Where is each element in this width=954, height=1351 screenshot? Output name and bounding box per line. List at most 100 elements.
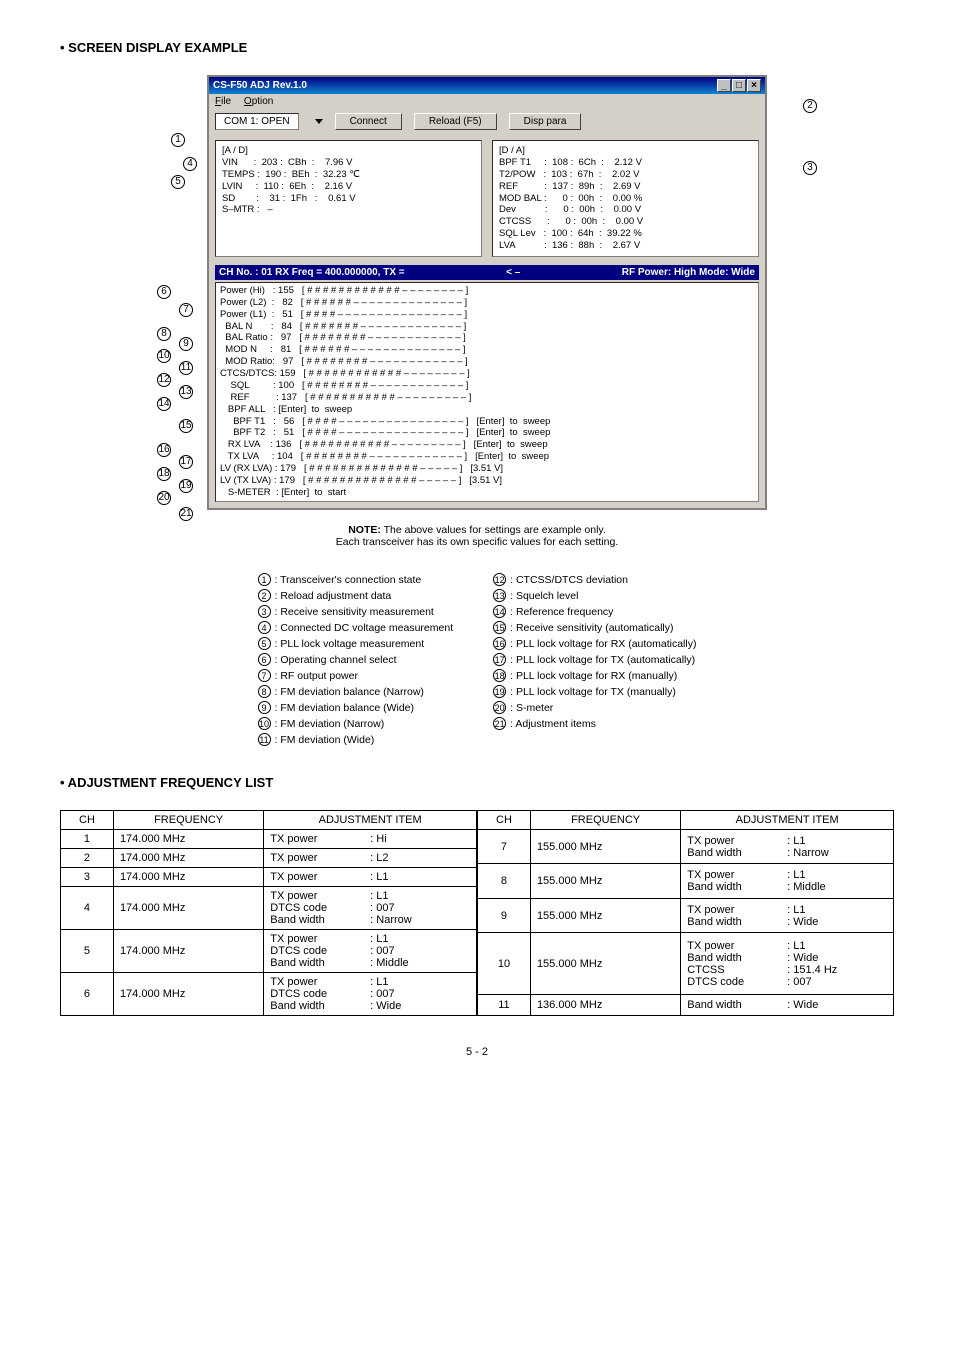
callout-16: 16 [157,443,171,457]
callout-1: 1 [171,133,185,147]
callout-21: 21 [179,507,193,521]
legend-item: 8: FM deviation balance (Narrow) [258,685,454,698]
da-panel: [D / A] BPF T1 : 108 : 6Ch : 2.12 V T2/P… [492,140,759,257]
legend-right: 12: CTCSS/DTCS deviation 13: Squelch leve… [493,570,696,749]
legend-item: 16: PLL lock voltage for RX (automatical… [493,637,696,650]
app-window: CS-F50 ADJ Rev.1.0 _□× File Option COM 1… [207,75,767,510]
legend-item: 4: Connected DC voltage measurement [258,621,454,634]
th-item: ADJUSTMENT ITEM [681,810,894,829]
callout-9: 9 [179,337,193,351]
th-freq: FREQUENCY [113,810,263,829]
table-row: 5174.000 MHzTX power: L1DTCS code: 007Ba… [61,929,477,972]
callout-2: 2 [803,99,817,113]
maximize-icon[interactable]: □ [732,79,746,92]
menu-file[interactable]: File [215,96,231,107]
th-ch: CH [61,810,114,829]
titlebar: CS-F50 ADJ Rev.1.0 _□× [209,77,765,94]
da-panel-body: BPF T1 : 108 : 6Ch : 2.12 V T2/POW : 103… [499,157,643,251]
menu-option[interactable]: Option [244,96,273,107]
table-row: 2174.000 MHzTX power: L2 [61,848,477,867]
table-row: 11136.000 MHzBand width: Wide [478,994,894,1015]
legend-item: 3: Receive sensitivity measurement [258,605,454,618]
legend-item: 1: Transceiver's connection state [258,573,454,586]
note-line1: The above values for settings are exampl… [384,524,606,536]
rf-mode: RF Power: High Mode: Wide [622,267,755,278]
toolbar: COM 1: OPEN Connect Reload (F5) Disp par… [209,109,765,134]
close-icon[interactable]: × [747,79,761,92]
connect-button[interactable]: Connect [335,113,402,130]
heading-adj-freq: • ADJUSTMENT FREQUENCY LIST [60,775,894,790]
legend-item: 13: Squelch level [493,589,696,602]
callout-3: 3 [803,161,817,175]
legend-item: 17: PLL lock voltage for TX (automatical… [493,653,696,666]
channel-status-bar: CH No. : 01 RX Freq = 400.000000, TX = <… [215,265,759,280]
ad-panel-body: VIN : 203 : CBh : 7.96 V TEMPS : 190 : B… [222,157,360,216]
th-item: ADJUSTMENT ITEM [264,810,477,829]
callout-19: 19 [179,479,193,493]
callout-17: 17 [179,455,193,469]
note-block: NOTE: The above values for settings are … [60,524,894,548]
legend-left: 1: Transceiver's connection state 2: Relo… [258,570,454,749]
callout-8: 8 [157,327,171,341]
client-area: [A / D] VIN : 203 : CBh : 7.96 V TEMPS :… [209,134,765,508]
legend-item: 20: S-meter [493,701,696,714]
th-freq: FREQUENCY [530,810,680,829]
table-row: 6174.000 MHzTX power: L1DTCS code: 007Ba… [61,972,477,1015]
legend: 1: Transceiver's connection state 2: Relo… [60,570,894,749]
legend-item: 21: Adjustment items [493,717,696,730]
da-panel-head: [D / A] [499,145,525,156]
minimize-icon[interactable]: _ [717,79,731,92]
legend-item: 7: RF output power [258,669,454,682]
callout-18: 18 [157,467,171,481]
callout-11: 11 [179,361,193,375]
legend-item: 9: FM deviation balance (Wide) [258,701,454,714]
ad-panel: [A / D] VIN : 203 : CBh : 7.96 V TEMPS :… [215,140,482,257]
legend-item: 19: PLL lock voltage for TX (manually) [493,685,696,698]
callout-14: 14 [157,397,171,411]
legend-item: 14: Reference frequency [493,605,696,618]
reload-button[interactable]: Reload (F5) [414,113,497,130]
legend-item: 15: Receive sensitivity (automatically) [493,621,696,634]
table-row: 8155.000 MHzTX power: L1Band width: Midd… [478,864,894,899]
table-row: 4174.000 MHzTX power: L1DTCS code: 007Ba… [61,886,477,929]
ch-info: CH No. : 01 RX Freq = 400.000000, TX = [219,267,405,278]
callout-6: 6 [157,285,171,299]
freq-table-right: CH FREQUENCY ADJUSTMENT ITEM 7155.000 MH… [477,810,894,1016]
table-row: 10155.000 MHzTX power: L1Band width: Wid… [478,933,894,994]
legend-item: 11: FM deviation (Wide) [258,733,454,746]
legend-item: 5: PLL lock voltage measurement [258,637,454,650]
table-row: 7155.000 MHzTX power: L1Band width: Narr… [478,829,894,864]
legend-item: 2: Reload adjustment data [258,589,454,602]
com-status: COM 1: OPEN [215,113,299,130]
legend-item: 10: FM deviation (Narrow) [258,717,454,730]
table-row: 9155.000 MHzTX power: L1Band width: Wide [478,898,894,933]
heading-screen-example: • SCREEN DISPLAY EXAMPLE [60,40,894,55]
disp-para-button[interactable]: Disp para [509,113,582,130]
callout-15: 15 [179,419,193,433]
legend-item: 12: CTCSS/DTCS deviation [493,573,696,586]
callout-5: 5 [171,175,185,189]
legend-item: 18: PLL lock voltage for RX (manually) [493,669,696,682]
callout-10: 10 [157,349,171,363]
callout-13: 13 [179,385,193,399]
note-label: NOTE: [348,524,381,536]
freq-table-left: CH FREQUENCY ADJUSTMENT ITEM 1174.000 MH… [60,810,477,1016]
page-number: 5 - 2 [60,1046,894,1058]
callout-12: 12 [157,373,171,387]
ad-panel-head: [A / D] [222,145,248,156]
screenshot-figure: 1 4 5 6 7 8 9 10 11 12 13 14 15 16 17 18… [127,75,827,510]
arrow-text: < – [506,267,520,278]
dropdown-arrow-icon[interactable] [311,116,323,127]
adjustment-listing: Power (Hi) : 155 [ # # # # # # # # # # #… [215,282,759,502]
app-title: CS-F50 ADJ Rev.1.0 [213,80,307,91]
callout-7: 7 [179,303,193,317]
callout-20: 20 [157,491,171,505]
table-row: 3174.000 MHzTX power: L1 [61,867,477,886]
freq-table-wrap: CH FREQUENCY ADJUSTMENT ITEM 1174.000 MH… [60,810,894,1016]
th-ch: CH [478,810,531,829]
table-row: 1174.000 MHzTX power: Hi [61,829,477,848]
menubar: File Option [209,94,765,109]
callout-4: 4 [183,157,197,171]
window-controls: _□× [716,79,761,92]
note-line2: Each transceiver has its own specific va… [336,536,618,548]
